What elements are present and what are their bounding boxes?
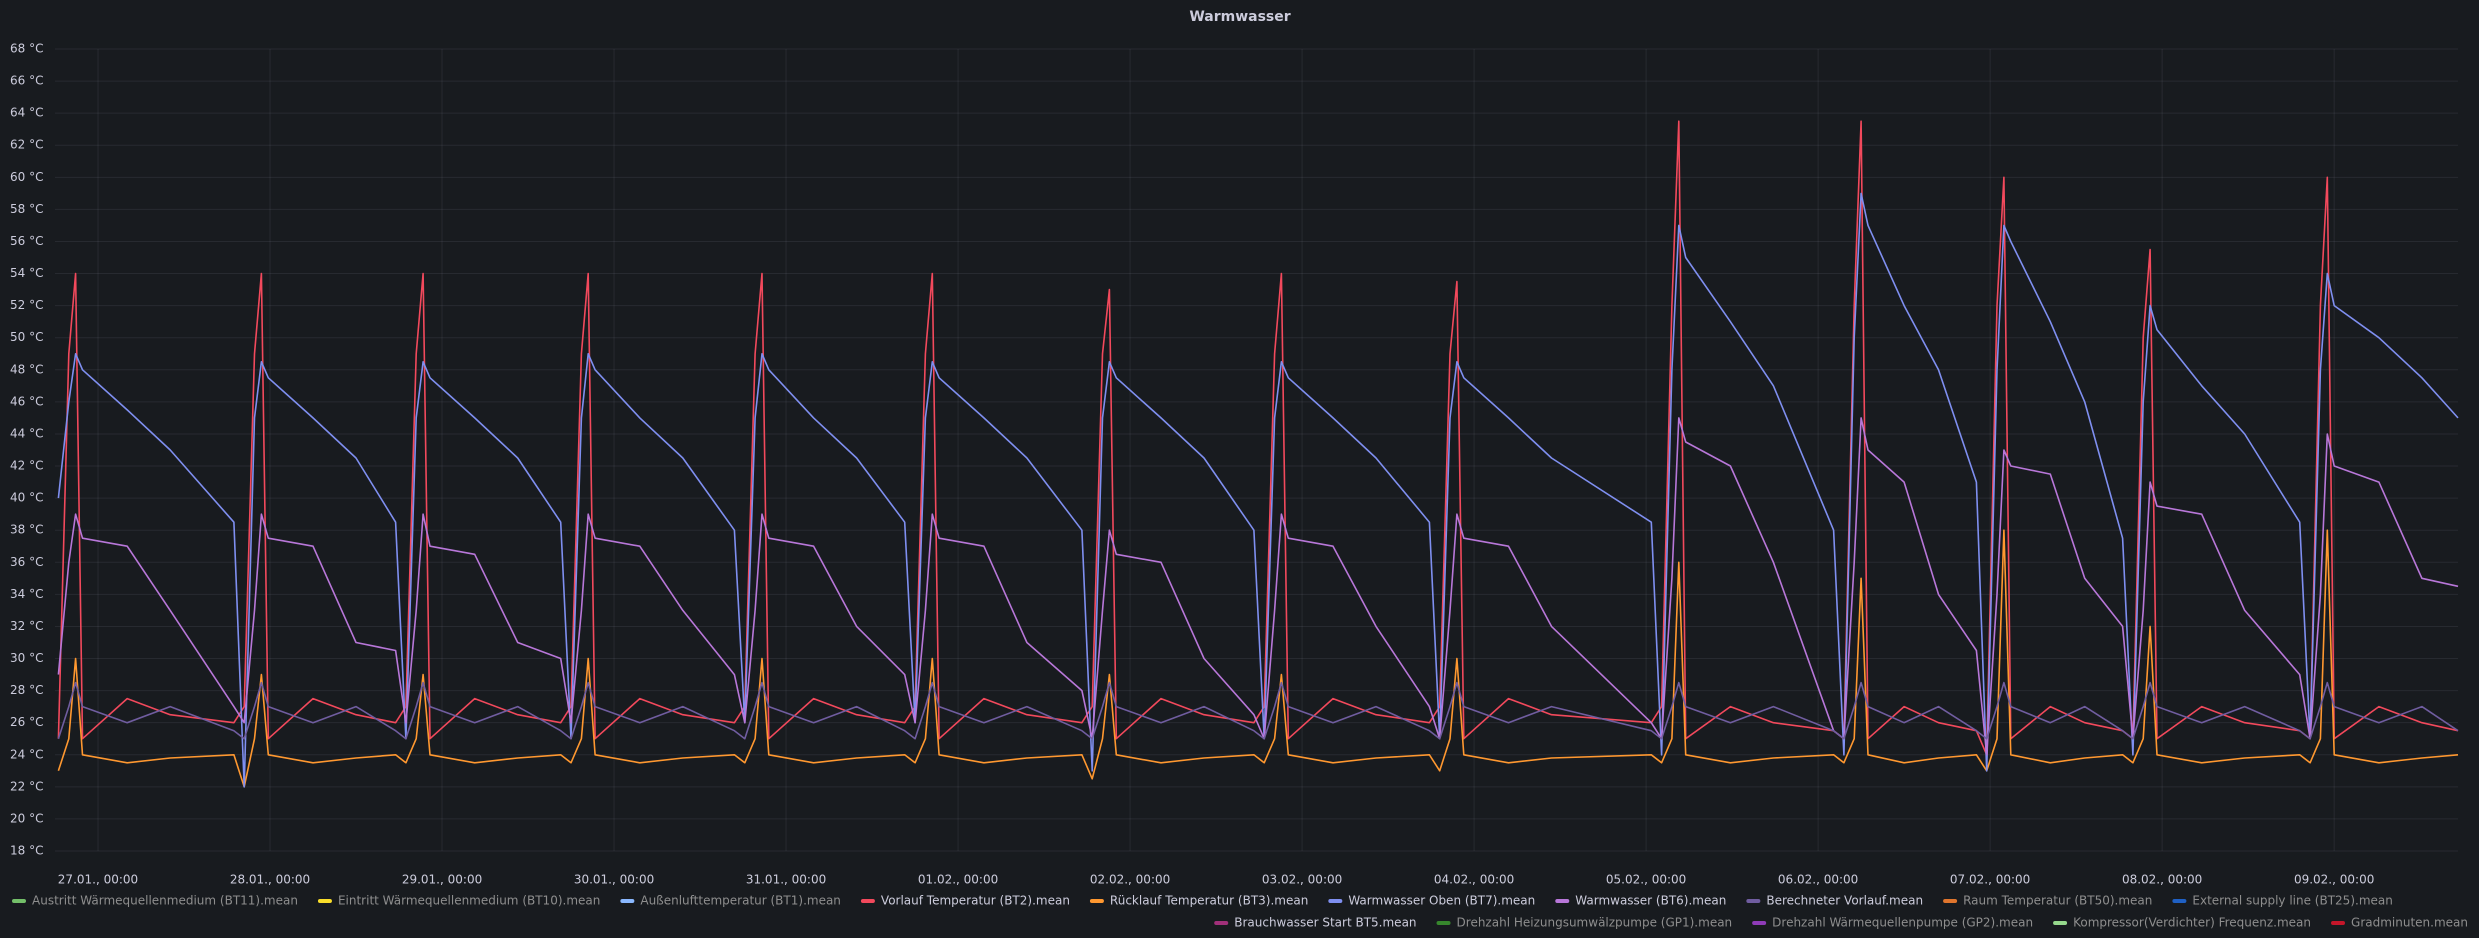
y-tick-label: 54 °C (10, 266, 43, 280)
x-tick-label: 05.02., 00:00 (1606, 873, 1686, 887)
y-tick-label: 24 °C (10, 747, 43, 761)
legend-swatch (2172, 899, 2187, 903)
x-tick-label: 27.01., 00:00 (58, 873, 138, 887)
legend-label: Vorlauf Temperatur (BT2).mean (881, 894, 1070, 908)
x-tick-label: 03.02., 00:00 (1262, 873, 1342, 887)
panel-title: Warmwasser (1189, 9, 1290, 25)
legend-item: Berechneter Vorlauf.mean (1746, 894, 1923, 908)
legend-item: Vorlauf Temperatur (BT2).mean (860, 894, 1070, 908)
legend-swatch (860, 899, 875, 903)
y-tick-label: 52 °C (10, 298, 43, 312)
y-tick-label: 38 °C (10, 523, 43, 537)
y-tick-label: 22 °C (10, 779, 43, 793)
legend-swatch (1214, 921, 1229, 925)
legend-label: Berechneter Vorlauf.mean (1766, 894, 1923, 908)
y-tick-label: 50 °C (10, 330, 43, 344)
y-tick-label: 20 °C (10, 811, 43, 825)
legend-label: Außenlufttemperatur (BT1).mean (640, 894, 841, 908)
legend-label: Drehzahl Heizungsumwälzpumpe (GP1).mean (1457, 916, 1733, 930)
legend-label: Rücklauf Temperatur (BT3).mean (1110, 894, 1308, 908)
legend-swatch (1089, 899, 1104, 903)
legend-label: Raum Temperatur (BT50).mean (1963, 894, 2152, 908)
y-tick-label: 58 °C (10, 202, 43, 216)
legend-swatch (1436, 921, 1451, 925)
y-tick-label: 34 °C (10, 587, 43, 601)
legend-label: Gradminuten.mean (2351, 916, 2468, 930)
legend-swatch (2053, 921, 2068, 925)
legend-item: Drehzahl Wärmequellenpumpe (GP2).mean (1752, 916, 2033, 930)
x-tick-label: 01.02., 00:00 (918, 873, 998, 887)
legend-label: Brauchwasser Start BT5.mean (1234, 916, 1416, 930)
legend-swatch (620, 899, 635, 903)
legend-swatch (1746, 899, 1761, 903)
legend-item: Warmwasser Oben (BT7).mean (1328, 894, 1535, 908)
y-tick-label: 42 °C (10, 459, 43, 473)
x-tick-label: 04.02., 00:00 (1434, 873, 1514, 887)
legend-swatch (1555, 899, 1570, 903)
y-tick-label: 44 °C (10, 426, 43, 440)
y-tick-label: 26 °C (10, 715, 43, 729)
legend-swatch (1752, 921, 1767, 925)
x-tick-label: 31.01., 00:00 (746, 873, 826, 887)
legend-item: Drehzahl Heizungsumwälzpumpe (GP1).mean (1436, 916, 1733, 930)
y-tick-label: 56 °C (10, 234, 43, 248)
legend-swatch (317, 899, 332, 903)
y-tick-label: 60 °C (10, 170, 43, 184)
y-tick-label: 32 °C (10, 619, 43, 633)
series-line (57, 681, 2459, 740)
legend-label: Eintritt Wärmequellenmedium (BT10).mean (338, 894, 600, 908)
x-tick-label: 28.01., 00:00 (230, 873, 310, 887)
legend-label: Warmwasser (BT6).mean (1575, 894, 1726, 908)
series-line (57, 417, 2459, 756)
x-tick-label: 06.02., 00:00 (1778, 873, 1858, 887)
y-tick-label: 66 °C (10, 74, 43, 88)
legend-label: Warmwasser Oben (BT7).mean (1348, 894, 1535, 908)
y-tick-label: 48 °C (10, 362, 43, 376)
legend-swatch (2331, 921, 2346, 925)
legend-item: Warmwasser (BT6).mean (1555, 894, 1726, 908)
y-tick-label: 64 °C (10, 106, 43, 120)
series-line (57, 120, 2459, 756)
legend-item: Eintritt Wärmequellenmedium (BT10).mean (317, 894, 600, 908)
x-tick-label: 08.02., 00:00 (2122, 873, 2202, 887)
y-tick-label: 46 °C (10, 394, 43, 408)
x-tick-label: 07.02., 00:00 (1950, 873, 2030, 887)
legend-item: Gradminuten.mean (2331, 916, 2468, 930)
y-tick-label: 28 °C (10, 683, 43, 697)
legend-item: Austritt Wärmequellenmedium (BT11).mean (12, 894, 298, 908)
legend-label: Kompressor(Verdichter) Frequenz.mean (2073, 916, 2311, 930)
legend-item: Kompressor(Verdichter) Frequenz.mean (2053, 916, 2311, 930)
legend-swatch (1328, 899, 1343, 903)
x-tick-label: 02.02., 00:00 (1090, 873, 1170, 887)
y-tick-label: 30 °C (10, 651, 43, 665)
x-tick-label: 09.02., 00:00 (2294, 873, 2374, 887)
x-tick-label: 30.01., 00:00 (574, 873, 654, 887)
y-tick-label: 68 °C (10, 42, 43, 56)
legend-swatch (1943, 899, 1958, 903)
y-tick-label: 40 °C (10, 491, 43, 505)
legend-item: Rücklauf Temperatur (BT3).mean (1089, 894, 1308, 908)
series-line (57, 192, 2459, 788)
y-tick-label: 62 °C (10, 138, 43, 152)
legend-item: External supply line (BT25).mean (2172, 894, 2393, 908)
y-tick-label: 36 °C (10, 555, 43, 569)
legend-label: Austritt Wärmequellenmedium (BT11).mean (32, 894, 298, 908)
legend-swatch (12, 899, 26, 903)
legend-label: Drehzahl Wärmequellenpumpe (GP2).mean (1772, 916, 2033, 930)
x-tick-label: 29.01., 00:00 (402, 873, 482, 887)
legend-label: External supply line (BT25).mean (2192, 894, 2392, 908)
legend-item: Brauchwasser Start BT5.mean (1214, 916, 1417, 930)
legend-item: Außenlufttemperatur (BT1).mean (620, 894, 841, 908)
legend-item: Raum Temperatur (BT50).mean (1943, 894, 2152, 908)
y-tick-label: 18 °C (10, 844, 43, 858)
